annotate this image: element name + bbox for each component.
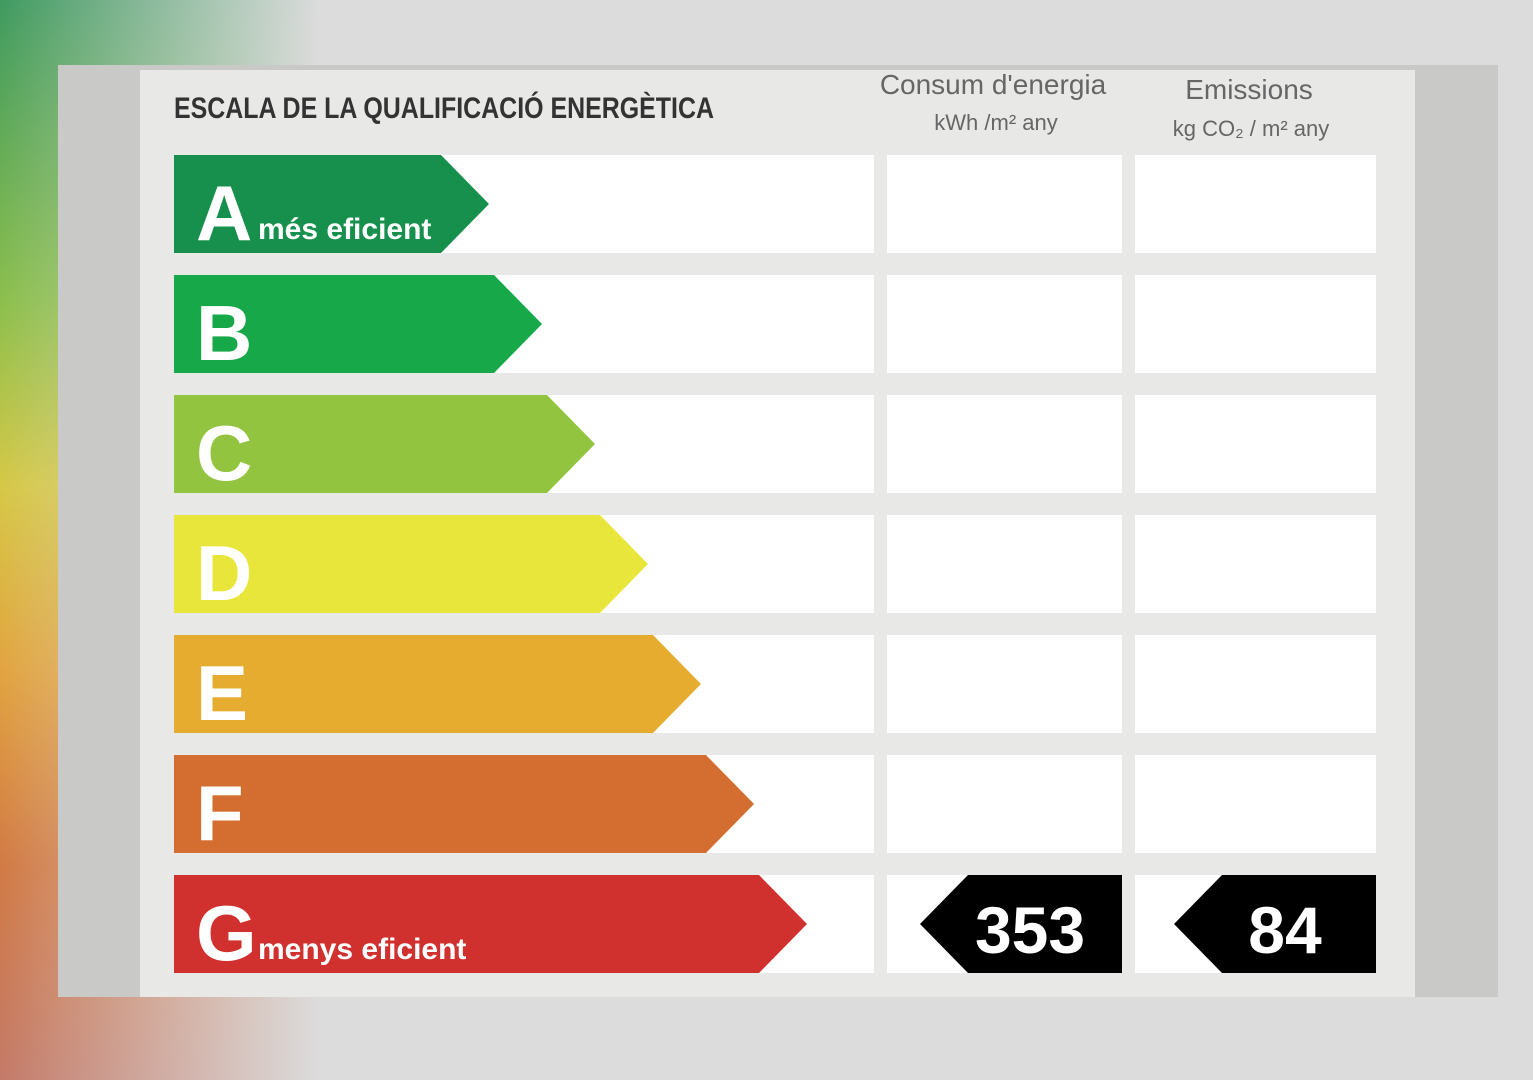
cell	[1135, 395, 1376, 493]
rating-arrow	[174, 155, 489, 253]
column-title: Emissions	[1185, 74, 1313, 105]
rating-letter: D	[196, 529, 252, 617]
rating-letter: E	[196, 649, 248, 737]
rating-arrow	[174, 395, 595, 493]
rating-letter: C	[196, 409, 252, 497]
rating-arrow	[174, 875, 807, 973]
column-title: Consum d'energia	[880, 69, 1107, 100]
cell	[887, 755, 1122, 853]
cell	[1135, 635, 1376, 733]
rating-letter: F	[196, 769, 244, 857]
cell	[887, 395, 1122, 493]
cell	[887, 275, 1122, 373]
rating-letter: G	[196, 889, 257, 977]
rating-letter: B	[196, 289, 252, 377]
rating-arrow	[174, 635, 701, 733]
title: ESCALA DE LA QUALIFICACIÓ ENERGÈTICA	[174, 91, 714, 125]
column-unit: kWh /m² any	[934, 110, 1057, 135]
rating-letter: A	[196, 169, 252, 257]
rating-arrow	[174, 755, 754, 853]
rating-arrow	[174, 515, 648, 613]
rating-label: menys eficient	[258, 933, 466, 966]
cell	[887, 515, 1122, 613]
cell	[1135, 755, 1376, 853]
value: 84	[1248, 893, 1322, 967]
cell	[1135, 515, 1376, 613]
rating-label: més eficient	[258, 213, 431, 246]
cell	[887, 635, 1122, 733]
value: 353	[975, 893, 1085, 967]
rating-arrow	[174, 275, 542, 373]
value-badge	[1174, 875, 1376, 973]
cell	[1135, 275, 1376, 373]
cell	[1135, 155, 1376, 253]
column-unit: kg CO₂ / m² any	[1173, 116, 1329, 141]
cell	[887, 155, 1122, 253]
value-badge	[920, 875, 1122, 973]
